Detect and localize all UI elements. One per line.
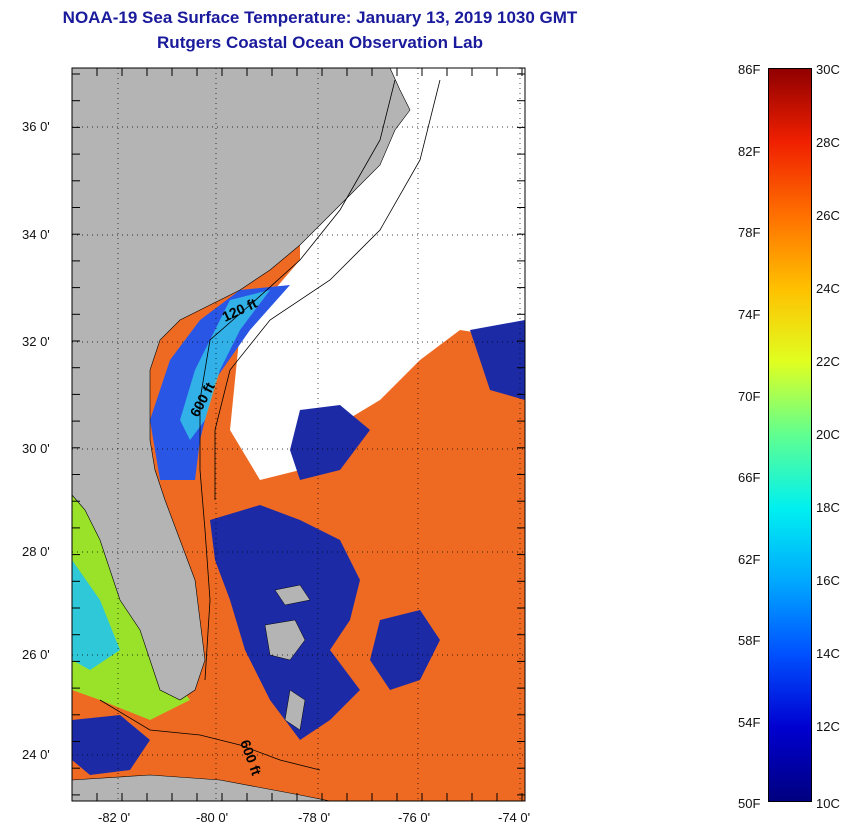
colorbar-label-24c: 24C [816,281,840,296]
colorbar-label-28c: 28C [816,135,840,150]
shelf-water [180,290,270,440]
contour-600ft [214,79,441,500]
colorbar-label-70f: 70F [738,389,761,404]
cold-patch-east [370,610,440,690]
colorbar-label-74f: 74F [738,307,761,322]
cold-patch-cuba [72,715,150,775]
lon-label-76: -76 0' [398,810,431,825]
colorbar-label-66f: 66F [738,470,761,485]
gulf-cool-water [72,560,120,670]
cold-patch-edge [470,320,525,400]
colorbar-label-18c: 18C [816,500,840,515]
contour-120ft [199,79,396,681]
colorbar-label-14c: 14C [816,646,840,661]
lon-label-80: -80 0' [196,810,229,825]
map-title: NOAA-19 Sea Surface Temperature: January… [62,8,578,27]
coastal-cold-water [150,285,290,480]
lat-label-26: 26 0' [22,647,50,662]
lat-label-30: 30 0' [22,441,50,456]
colorbar-label-82f: 82F [738,144,761,159]
map-frame [71,67,526,802]
land-grand-bahama [274,584,311,606]
colorbar-label-22c: 22C [816,354,840,369]
colorbar-label-62f: 62F [738,552,761,567]
map-subtitle: Rutgers Coastal Ocean Observation Lab [157,33,483,52]
colorbar-label-50f: 50F [738,796,761,811]
colorbar-label-86f: 86F [738,62,761,77]
colorbar-label-26c: 26C [816,208,840,223]
lon-label-82: -82 0' [98,810,131,825]
land-island [284,689,306,731]
colorbar-label-58f: 58F [738,633,761,648]
lat-label-32: 32 0' [22,334,50,349]
map-ticks [71,68,525,801]
temperature-colorbar [768,68,812,802]
lon-label-74: -74 0' [498,810,531,825]
colorbar-label-12c: 12C [816,719,840,734]
lat-label-24: 24 0' [22,747,50,762]
gridlines [72,68,525,801]
lat-label-36: 36 0' [22,119,50,134]
lat-label-34: 34 0' [22,227,50,242]
lat-label-28: 28 0' [22,544,50,559]
lon-label-78: -78 0' [298,810,331,825]
colorbar-label-54f: 54F [738,715,761,730]
contour-gulf [99,699,321,771]
colorbar-label-10c: 10C [816,796,840,811]
land-cuba [72,774,331,801]
colorbar-label-78f: 78F [738,225,761,240]
colorbar-label-20c: 20C [816,427,840,442]
cold-patch-north [290,405,370,480]
colorbar-label-30c: 30C [816,62,840,77]
land-mainland [72,68,411,701]
colorbar-label-16c: 16C [816,573,840,588]
land-andros [264,619,306,661]
